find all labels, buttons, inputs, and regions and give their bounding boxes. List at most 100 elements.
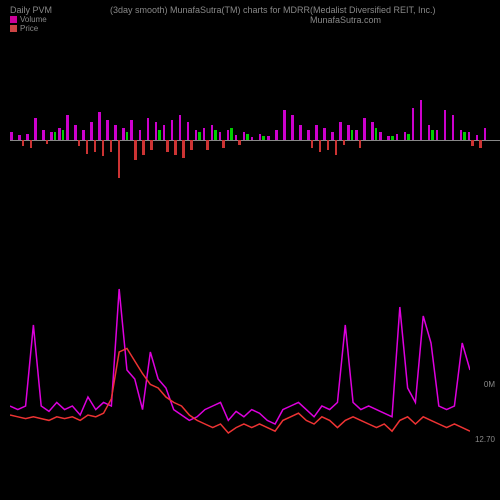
bar-secondary bbox=[38, 80, 41, 200]
bar-group bbox=[404, 80, 410, 200]
bar-group bbox=[355, 80, 361, 200]
bar-magenta bbox=[98, 80, 101, 200]
bar-group bbox=[50, 80, 56, 200]
bar-magenta bbox=[195, 80, 198, 200]
bar-group bbox=[163, 80, 169, 200]
legend-price-label: Price bbox=[20, 24, 38, 33]
bar-group bbox=[468, 80, 474, 200]
bar-secondary bbox=[158, 80, 161, 200]
bar-group bbox=[122, 80, 128, 200]
bar-magenta bbox=[371, 80, 374, 200]
bar-secondary bbox=[319, 80, 322, 200]
bar-magenta bbox=[315, 80, 318, 200]
bar-group bbox=[171, 80, 177, 200]
bar-magenta bbox=[227, 80, 230, 200]
title-center-right: (Medalist Diversified REIT, Inc.) Munafa… bbox=[310, 5, 500, 25]
bar-magenta bbox=[34, 80, 37, 200]
bar-magenta bbox=[404, 80, 407, 200]
bar-secondary bbox=[375, 80, 378, 200]
bar-magenta bbox=[444, 80, 447, 200]
axis-label-volume: 0M bbox=[484, 380, 495, 389]
bar-group bbox=[452, 80, 458, 200]
bar-magenta bbox=[347, 80, 350, 200]
bar-secondary bbox=[246, 80, 249, 200]
bar-magenta bbox=[130, 80, 133, 200]
title-center-left: (3day smooth) MunafaSutra(TM) charts for… bbox=[110, 5, 310, 15]
bar-group bbox=[10, 80, 16, 200]
bar-group bbox=[227, 80, 233, 200]
bar-group bbox=[396, 80, 402, 200]
bar-secondary bbox=[487, 80, 490, 200]
legend-price-color bbox=[10, 25, 17, 32]
bar-chart-panel bbox=[10, 80, 490, 200]
bar-group bbox=[412, 80, 418, 200]
bar-group bbox=[18, 80, 24, 200]
bar-secondary bbox=[62, 80, 65, 200]
bar-secondary bbox=[118, 80, 121, 200]
bar-group bbox=[460, 80, 466, 200]
bar-magenta bbox=[379, 80, 382, 200]
bar-secondary bbox=[222, 80, 225, 200]
bar-secondary bbox=[295, 80, 298, 200]
bar-group bbox=[130, 80, 136, 200]
bar-magenta bbox=[114, 80, 117, 200]
bar-group bbox=[251, 80, 257, 200]
bar-secondary bbox=[455, 80, 458, 200]
bar-group bbox=[187, 80, 193, 200]
bar-group bbox=[283, 80, 289, 200]
axis-label-price: 12.70 bbox=[475, 435, 495, 444]
bar-magenta bbox=[18, 80, 21, 200]
bar-magenta bbox=[259, 80, 262, 200]
bar-group bbox=[98, 80, 104, 200]
bar-group bbox=[219, 80, 225, 200]
bar-magenta bbox=[307, 80, 310, 200]
chart-legend: Volume Price bbox=[10, 15, 47, 33]
bar-magenta bbox=[187, 80, 190, 200]
bar-group bbox=[211, 80, 217, 200]
bar-group bbox=[379, 80, 385, 200]
bar-secondary bbox=[150, 80, 153, 200]
bar-secondary bbox=[343, 80, 346, 200]
bar-group bbox=[90, 80, 96, 200]
chart-header: Daily PVM (3day smooth) MunafaSutra(TM) … bbox=[0, 5, 500, 35]
bar-magenta bbox=[299, 80, 302, 200]
bar-secondary bbox=[14, 80, 17, 200]
bar-magenta bbox=[122, 80, 125, 200]
bar-group bbox=[275, 80, 281, 200]
legend-volume: Volume bbox=[10, 15, 47, 24]
bar-group bbox=[259, 80, 265, 200]
bar-magenta bbox=[179, 80, 182, 200]
bar-magenta bbox=[171, 80, 174, 200]
bars-container bbox=[10, 80, 490, 200]
bar-group bbox=[243, 80, 249, 200]
bar-group bbox=[371, 80, 377, 200]
bar-magenta bbox=[26, 80, 29, 200]
bar-group bbox=[323, 80, 329, 200]
bar-secondary bbox=[78, 80, 81, 200]
legend-price: Price bbox=[10, 24, 47, 33]
bar-group bbox=[106, 80, 112, 200]
bar-group bbox=[139, 80, 145, 200]
bar-secondary bbox=[279, 80, 282, 200]
bar-magenta bbox=[460, 80, 463, 200]
bar-magenta bbox=[211, 80, 214, 200]
bar-secondary bbox=[102, 80, 105, 200]
bar-secondary bbox=[134, 80, 137, 200]
legend-volume-color bbox=[10, 16, 17, 23]
bar-group bbox=[476, 80, 482, 200]
bar-group bbox=[291, 80, 297, 200]
bar-group bbox=[34, 80, 40, 200]
bar-magenta bbox=[355, 80, 358, 200]
legend-volume-label: Volume bbox=[20, 15, 47, 24]
bar-secondary bbox=[54, 80, 57, 200]
bar-group bbox=[387, 80, 393, 200]
bar-secondary bbox=[391, 80, 394, 200]
bar-magenta bbox=[339, 80, 342, 200]
bar-secondary bbox=[30, 80, 33, 200]
bar-magenta bbox=[468, 80, 471, 200]
bar-group bbox=[339, 80, 345, 200]
bar-magenta bbox=[74, 80, 77, 200]
bar-secondary bbox=[94, 80, 97, 200]
bar-group bbox=[428, 80, 434, 200]
line-chart-panel bbox=[10, 280, 470, 460]
